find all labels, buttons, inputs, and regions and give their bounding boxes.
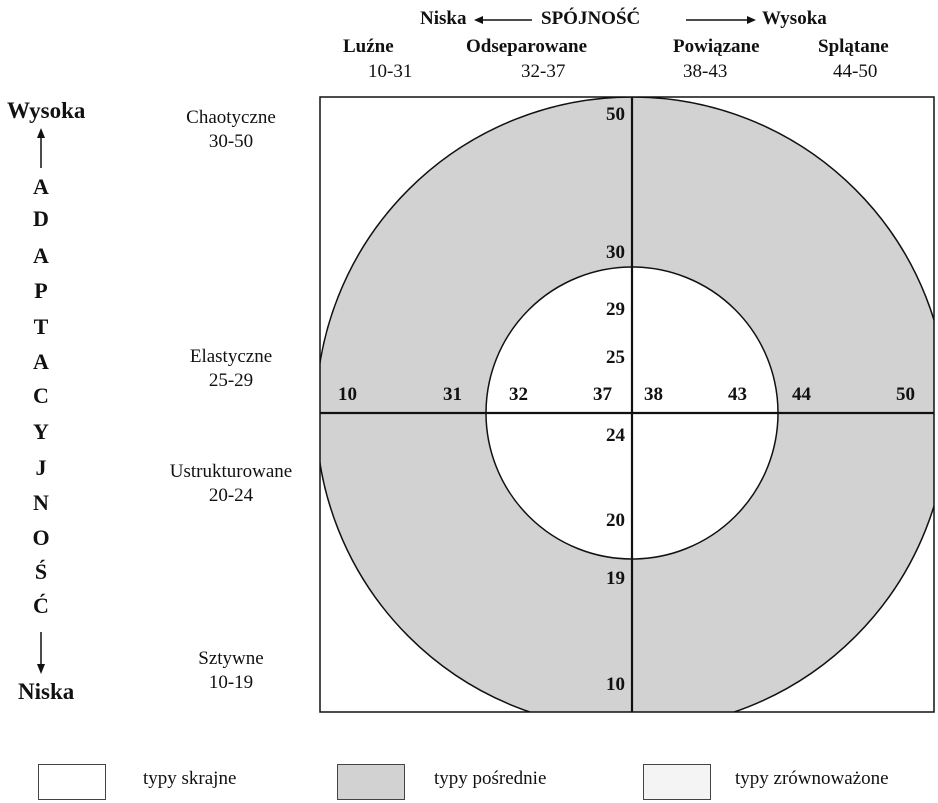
row-range: 25-29 xyxy=(208,370,254,391)
vertical-label: 30 xyxy=(606,242,625,263)
legend-label-extreme: typy skrajne xyxy=(143,768,237,789)
horizontal-label: 31 xyxy=(443,384,462,405)
column-name-odseparowane: Odseparowane xyxy=(466,36,588,57)
row-label-ustrukturowane: Ustrukturowane 20-24 xyxy=(146,460,316,508)
adaptability-letter: Y xyxy=(33,419,49,444)
vertical-label: 24 xyxy=(606,425,626,446)
vertical-label: 25 xyxy=(606,347,625,368)
horizontal-label: 32 xyxy=(509,384,528,405)
vertical-label: 20 xyxy=(606,510,625,531)
column-name-powiazane: Powiązane xyxy=(673,36,760,57)
vertical-label: 19 xyxy=(606,568,625,589)
row-label-elastyczne: Elastyczne 25-29 xyxy=(146,345,316,393)
column-range-luzne: 10-31 xyxy=(368,61,413,82)
legend-swatch-balanced xyxy=(643,764,711,800)
vertical-label: 50 xyxy=(606,104,625,125)
horizontal-label: 44 xyxy=(792,384,812,405)
legend-label-mid-range: typy pośrednie xyxy=(434,768,547,789)
adaptability-low-label: Niska xyxy=(18,679,75,704)
row-name: Elastyczne xyxy=(189,346,273,367)
row-range: 20-24 xyxy=(208,485,254,506)
horizontal-label: 43 xyxy=(728,384,747,405)
legend-swatch-extreme xyxy=(38,764,106,800)
row-range: 30-50 xyxy=(208,131,254,152)
row-label-chaotyczne: Chaotyczne 30-50 xyxy=(146,106,316,154)
cohesion-low-label: Niska xyxy=(420,8,467,29)
adaptability-letter: Ś xyxy=(34,559,48,584)
horizontal-label: 37 xyxy=(593,384,613,405)
row-name: Chaotyczne xyxy=(186,107,276,128)
adaptability-letter: O xyxy=(32,525,50,550)
column-range-splatane: 44-50 xyxy=(833,61,878,82)
adaptability-letter: Ć xyxy=(33,593,49,618)
row-name: Ustrukturowane xyxy=(169,461,293,482)
adaptability-letter: C xyxy=(33,383,49,408)
legend-swatch-mid-range xyxy=(337,764,405,800)
arrow-up-icon xyxy=(31,128,51,175)
column-range-powiazane: 38-43 xyxy=(683,61,728,82)
row-label-sztywne: Sztywne 10-19 xyxy=(146,647,316,695)
column-name-luzne: Luźne xyxy=(343,36,394,57)
horizontal-label: 50 xyxy=(896,384,915,405)
cohesion-title: SPÓJNOŚĆ xyxy=(541,8,641,29)
adaptability-high-label: Wysoka xyxy=(7,98,86,123)
adaptability-letter: A xyxy=(33,243,49,268)
adaptability-letter: N xyxy=(33,490,49,515)
arrow-left-icon xyxy=(474,10,534,35)
horizontal-label: 38 xyxy=(644,384,663,405)
row-range: 10-19 xyxy=(208,672,254,693)
vertical-label: 10 xyxy=(606,674,625,695)
column-name-splatane: Splątane xyxy=(818,36,889,57)
arrow-down-icon xyxy=(31,632,51,679)
horizontal-label: 10 xyxy=(338,384,357,405)
diagram-border xyxy=(319,96,935,713)
adaptability-letter: A xyxy=(33,174,49,199)
legend-label-balanced: typy zrównoważone xyxy=(735,768,889,789)
adaptability-letter: J xyxy=(35,455,47,480)
adaptability-letter: D xyxy=(33,206,49,231)
column-range-odseparowane: 32-37 xyxy=(521,61,566,82)
cohesion-high-label: Wysoka xyxy=(762,8,827,29)
adaptability-letter: A xyxy=(33,349,49,374)
adaptability-letter: T xyxy=(33,314,49,339)
vertical-label: 29 xyxy=(606,299,625,320)
arrow-right-icon xyxy=(686,10,758,35)
adaptability-letter: P xyxy=(34,278,48,303)
row-name: Sztywne xyxy=(198,648,264,669)
